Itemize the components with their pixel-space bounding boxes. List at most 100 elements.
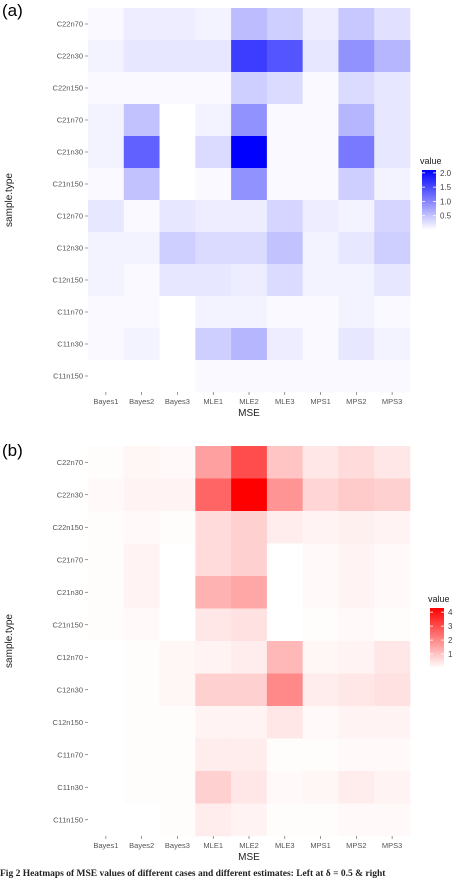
heatmap-cell-c22n70-mps1: [302, 446, 339, 479]
heatmap-cell-c11n30-bayes1: [88, 771, 125, 804]
heatmap-cell-c21n70-mps2: [338, 543, 375, 577]
heatmap-cell-c11n70-mps1: [302, 296, 339, 329]
heatmap-cell-c11n30-mle2: [231, 328, 268, 361]
heatmap-cell-c11n70-bayes2: [123, 296, 160, 329]
y-tick-label: C11n150: [53, 815, 83, 824]
heatmap-cell-c21n70-mle3: [266, 104, 303, 137]
heatmap-cell-c11n30-bayes1: [88, 328, 125, 361]
legend-tick-label: 2.0: [440, 169, 452, 178]
heatmap-cell-c12n150-bayes1: [88, 264, 125, 297]
x-tick-label: MLE2: [239, 841, 259, 850]
heatmap-cell-c12n30-bayes1: [88, 232, 125, 265]
heatmap-cell-c11n150-mps2: [338, 803, 375, 837]
heatmap-cell-c21n70-mps2: [338, 104, 375, 137]
heatmap-cell-c22n30-bayes1: [88, 40, 125, 73]
y-tick-label: C21n150: [53, 620, 83, 629]
heatmap-cell-c22n70-mle3: [266, 446, 303, 479]
heatmap-cell-c22n30-mps3: [374, 478, 411, 512]
heatmap-cell-c22n150-mps2: [338, 511, 375, 544]
heatmap-cell-c11n70-bayes3: [159, 296, 196, 329]
heatmap-cell-c22n30-mps2: [338, 478, 375, 512]
heatmap-cell-c12n70-mle1: [195, 641, 232, 674]
y-tick-label: C22n30: [57, 490, 83, 499]
x-tick-label: Bayes3: [165, 841, 190, 850]
y-axis-title: sample.type: [4, 614, 15, 668]
x-tick-label: Bayes2: [129, 397, 154, 406]
heatmap-cell-c22n150-mle2: [231, 511, 268, 544]
heatmap-cell-c11n150-bayes3: [159, 803, 196, 837]
heatmap-cell-c12n150-mle1: [195, 706, 232, 739]
heatmap-cell-c11n30-mps3: [374, 771, 411, 804]
heatmap-cell-c12n70-mle3: [266, 641, 303, 674]
legend-title: value: [428, 594, 450, 604]
heatmap-cell-c12n30-mle2: [231, 673, 268, 707]
heatmap-cell-c12n150-mle3: [266, 264, 303, 297]
heatmap-cell-c12n150-mle3: [266, 706, 303, 739]
x-tick-label: Bayes3: [165, 397, 190, 406]
heatmap-cell-c21n70-mps1: [302, 543, 339, 577]
heatmap-cell-c12n30-mps3: [374, 673, 411, 707]
x-tick-label: Bayes1: [93, 397, 118, 406]
heatmap-cell-c22n150-bayes1: [88, 72, 125, 105]
heatmap-cell-c21n30-bayes1: [88, 576, 125, 609]
heatmap-cell-c12n30-mle1: [195, 673, 232, 707]
heatmap-cell-c21n30-mle1: [195, 576, 232, 609]
heatmap-cell-c22n30-mle1: [195, 478, 232, 512]
heatmap-cell-c21n70-bayes3: [159, 543, 196, 577]
heatmap-cell-c22n150-mle1: [195, 511, 232, 544]
heatmap-cell-c11n150-bayes2: [123, 360, 160, 393]
heatmap-cell-c21n30-mps3: [374, 576, 411, 609]
heatmap-cell-c11n70-mle1: [195, 296, 232, 329]
y-tick-label: C22n70: [57, 458, 83, 467]
heatmap-cell-c11n30-mps1: [302, 328, 339, 361]
x-tick-label: MLE3: [275, 397, 295, 406]
heatmap-cell-c21n70-mps1: [302, 104, 339, 137]
heatmap-cell-c11n70-bayes1: [88, 296, 125, 329]
heatmap-cell-c11n30-mle3: [266, 328, 303, 361]
heatmap-cell-c12n70-mps1: [302, 200, 339, 233]
heatmap-cell-c12n30-mps2: [338, 232, 375, 265]
heatmap-cell-c11n30-mle1: [195, 328, 232, 361]
heatmap-cell-c12n150-bayes3: [159, 706, 196, 739]
heatmap-cell-c11n30-mle3: [266, 771, 303, 804]
heatmap-cell-c21n30-mps1: [302, 576, 339, 609]
y-tick-label: C21n70: [57, 555, 83, 564]
heatmap-cell-c21n150-bayes3: [159, 168, 196, 201]
heatmap-cell-c11n70-mps3: [374, 738, 411, 772]
heatmap-cell-c21n150-mps1: [302, 608, 339, 642]
heatmap-cell-c12n30-mle3: [266, 673, 303, 707]
heatmap-cell-c12n70-bayes2: [123, 641, 160, 674]
x-axis-title: MSE: [238, 852, 260, 863]
heatmap-cell-c22n150-mps3: [374, 72, 411, 105]
x-tick-label: MPS1: [310, 397, 330, 406]
heatmap-cell-c11n70-mle2: [231, 738, 268, 772]
heatmap-cell-c11n150-mle2: [231, 803, 268, 837]
heatmap-cell-c21n30-bayes1: [88, 136, 125, 169]
legend-tick-label: 3: [448, 622, 453, 631]
heatmap-cell-c21n70-mle1: [195, 104, 232, 137]
y-tick-label: C22n70: [57, 20, 83, 29]
y-tick-label: C11n30: [57, 340, 83, 349]
heatmap-cell-c11n30-bayes3: [159, 771, 196, 804]
heatmap-cell-c22n150-mps3: [374, 511, 411, 544]
heatmap-cell-c22n70-bayes3: [159, 446, 196, 479]
heatmap-cell-c22n30-bayes1: [88, 478, 125, 512]
heatmap-cell-c11n150-mps1: [302, 803, 339, 837]
x-tick-label: Bayes1: [93, 841, 118, 850]
heatmap-cell-c11n150-mle1: [195, 360, 232, 393]
heatmap-cell-c11n150-mps3: [374, 360, 411, 393]
y-tick-label: C12n70: [57, 212, 83, 221]
y-axis-title: sample.type: [4, 173, 15, 227]
heatmap-cell-c12n30-mps3: [374, 232, 411, 265]
heatmap-cell-c22n30-bayes2: [123, 40, 160, 73]
heatmap-cell-c21n150-mps3: [374, 608, 411, 642]
heatmap-cell-c11n30-mps3: [374, 328, 411, 361]
heatmap-cell-c12n150-bayes2: [123, 264, 160, 297]
heatmap-cell-c21n150-mle3: [266, 168, 303, 201]
heatmap-cell-c12n70-mps3: [374, 641, 411, 674]
heatmap-cell-c12n30-bayes1: [88, 673, 125, 707]
heatmap-cell-c11n150-mle3: [266, 360, 303, 393]
heatmap-cell-c11n70-mle1: [195, 738, 232, 772]
heatmap-cell-c12n70-mle1: [195, 200, 232, 233]
heatmap-cell-c11n30-bayes3: [159, 328, 196, 361]
